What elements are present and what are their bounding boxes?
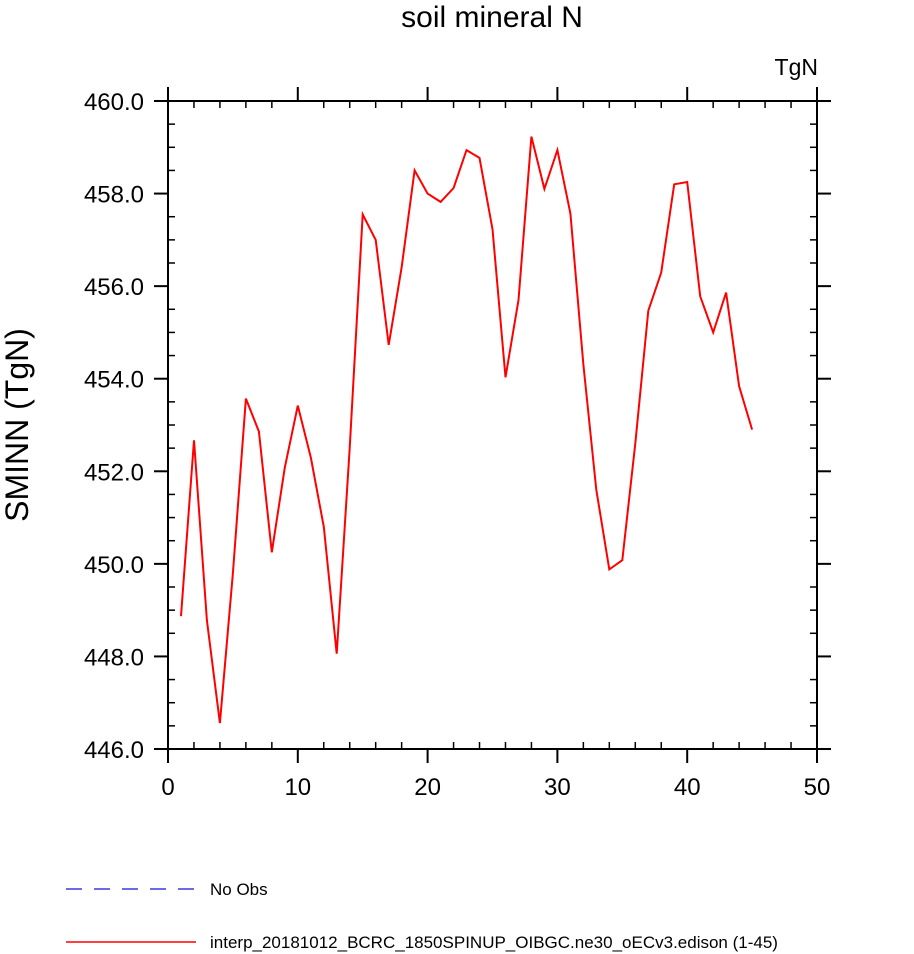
- y-tick-label: 460.0: [84, 89, 144, 116]
- x-tick-labels: 0 10 20 30 40 50: [161, 774, 830, 801]
- minor-ticks: [168, 101, 817, 749]
- y-tick-labels: 446.0 448.0 450.0 452.0 454.0 456.0 458.0 460.0: [84, 89, 144, 764]
- x-tick-label: 50: [804, 774, 831, 801]
- y-tick-label: 450.0: [84, 552, 144, 579]
- y-tick-label: 456.0: [84, 274, 144, 301]
- legend-label: interp_20181012_BCRC_1850SPINUP_OIBGC.ne…: [210, 933, 778, 952]
- legend-label: No Obs: [210, 880, 268, 899]
- y-tick-label: 448.0: [84, 644, 144, 671]
- x-tick-label: 20: [414, 774, 441, 801]
- units-label: TgN: [775, 54, 818, 80]
- plot-frame: [167, 100, 818, 750]
- y-tick-label: 452.0: [84, 459, 144, 486]
- chart-title: soil mineral N: [401, 1, 583, 34]
- x-tick-label: 30: [544, 774, 571, 801]
- y-axis-label: SMINN (TgN): [0, 328, 35, 522]
- series-layer: [180, 136, 754, 724]
- y-tick-label: 446.0: [84, 737, 144, 764]
- y-tick-label: 458.0: [84, 182, 144, 209]
- x-tick-label: 40: [674, 774, 701, 801]
- x-tick-label: 10: [284, 774, 311, 801]
- legend: No Obs interp_20181012_BCRC_1850SPINUP_OI…: [66, 880, 778, 952]
- major-ticks: [154, 87, 831, 763]
- x-tick-label: 0: [161, 774, 174, 801]
- series-line: [180, 136, 754, 724]
- y-tick-label: 454.0: [84, 367, 144, 394]
